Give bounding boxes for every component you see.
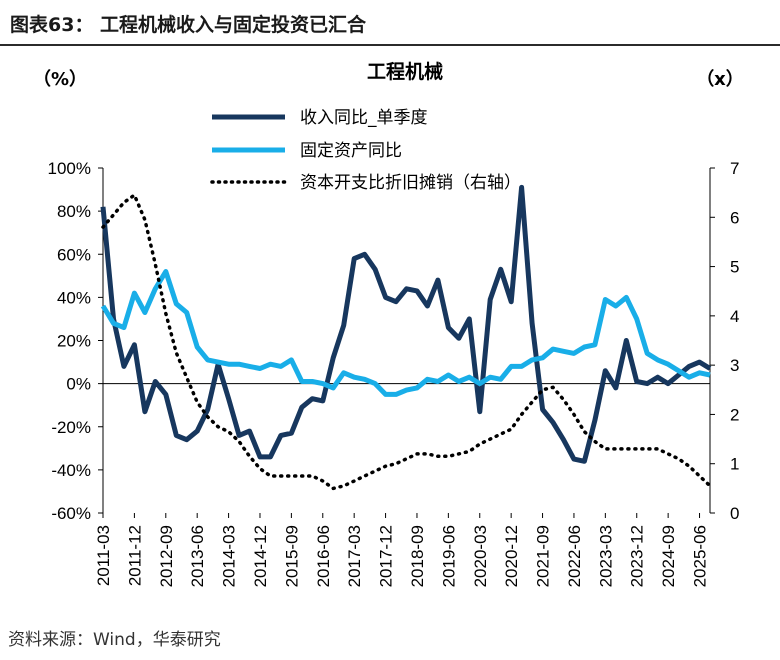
x-tick-label: 2023-12 [628, 525, 647, 587]
right-tick-label: 4 [730, 307, 739, 326]
x-tick-label: 2013-06 [188, 525, 207, 587]
x-tick-label: 2022-06 [565, 525, 584, 587]
x-tick-label: 2023-03 [596, 525, 615, 587]
legend-label-fixed-assets: 固定资产同比 [300, 141, 402, 161]
left-tick-label: -60% [51, 504, 91, 523]
left-tick-label: 60% [57, 245, 91, 264]
figure-title: 图表63： 工程机械收入与固定投资已汇合 [10, 14, 367, 36]
left-tick-label: 80% [57, 202, 91, 221]
x-tick-label: 2021-09 [534, 525, 553, 587]
left-tick-label: 40% [57, 288, 91, 307]
chart: 工程机械 （%） （x） 收入同比_单季度 固定资产同比 资本开支比折旧摊销（右… [33, 60, 744, 587]
legend: 收入同比_单季度 固定资产同比 资本开支比折旧摊销（右轴） [210, 108, 521, 193]
series-line-fixed-assets-yoy [100, 269, 711, 397]
x-tick-label: 2014-03 [220, 525, 239, 587]
title-divider [0, 44, 780, 46]
left-tick-label: -20% [51, 418, 91, 437]
x-tick-label: 2019-06 [439, 525, 458, 587]
series-line-capex-ratio [101, 193, 712, 491]
right-tick-label: 5 [730, 258, 739, 277]
source-note: 资料来源：Wind，华泰研究 [8, 630, 221, 650]
left-tick-label: 0% [66, 375, 91, 394]
right-tick-label: 6 [730, 208, 739, 227]
axes: 100% 80% 60% 40% 20% 0% -20% -40% -60% 7 6 5 4 3 2 1 0 20… [48, 159, 740, 587]
right-tick-label: 7 [730, 159, 739, 178]
left-tick-label: 20% [57, 332, 91, 351]
x-tick-label: 2011-12 [125, 525, 144, 586]
x-tick-label: 2016-06 [314, 525, 333, 587]
right-tick-label: 2 [730, 405, 739, 424]
x-tick-label: 2014-12 [251, 525, 270, 587]
x-tick-label: 2018-09 [408, 525, 427, 587]
series-line-revenue-yoy [100, 184, 712, 464]
x-tick-label: 2017-03 [345, 525, 364, 587]
chart-title: 工程机械 [367, 60, 443, 83]
x-tick-label: 2020-12 [502, 525, 521, 587]
x-tick-label: 2020-03 [471, 525, 490, 587]
left-tick-label: 100% [48, 159, 91, 178]
left-axis-unit: （%） [33, 69, 87, 90]
x-tick-label: 2017-12 [377, 525, 396, 587]
right-tick-label: 1 [730, 455, 739, 474]
x-tick-label: 2011-03 [94, 525, 113, 586]
right-tick-label: 0 [730, 504, 739, 523]
x-tick-label: 2015-09 [282, 525, 301, 587]
x-tick-label: 2025-06 [691, 525, 710, 587]
right-axis-unit: （x） [696, 69, 744, 90]
legend-label-capex: 资本开支比折旧摊销（右轴） [300, 173, 521, 193]
x-tick-label: 2012-09 [157, 525, 176, 587]
left-tick-label: -40% [51, 461, 91, 480]
right-tick-label: 3 [730, 356, 739, 375]
legend-label-revenue: 收入同比_单季度 [300, 108, 428, 128]
series-lines [100, 184, 712, 491]
x-tick-label: 2024-09 [659, 525, 678, 587]
